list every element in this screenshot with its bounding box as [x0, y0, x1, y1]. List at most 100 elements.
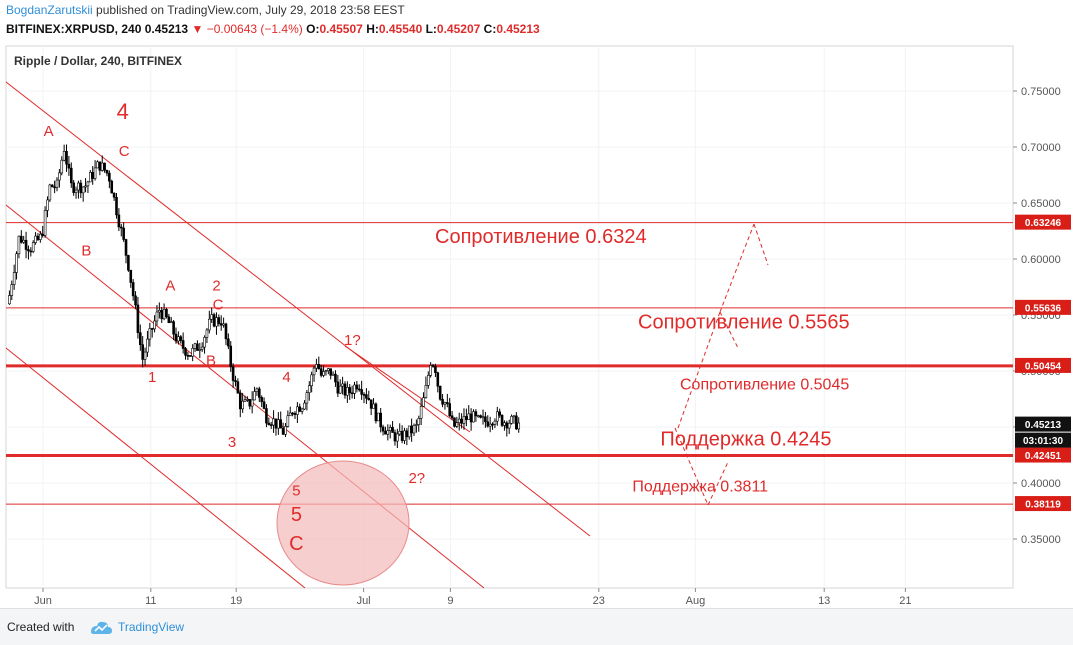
- candle-body: [481, 416, 485, 419]
- author-link[interactable]: BogdanZarutskii: [6, 3, 93, 17]
- tradingview-brand-link[interactable]: TradingView: [118, 620, 185, 634]
- candle-body: [450, 415, 454, 419]
- channel-line: [344, 345, 471, 433]
- candle-body: [336, 381, 340, 394]
- candle-body: [457, 418, 461, 424]
- x-tick-label: 21: [899, 595, 911, 607]
- candle-body: [324, 370, 328, 372]
- candle-body: [372, 403, 375, 409]
- last-price: 0.45213: [144, 22, 189, 36]
- candle-body: [300, 408, 304, 412]
- symbol-info: BITFINEX:XRPUSD, 240 0.45213 ▼ −0.00643 …: [6, 22, 540, 36]
- target-zone-ellipse: [276, 460, 410, 586]
- candle-body: [393, 432, 397, 442]
- candle-body: [465, 416, 468, 420]
- candle-body: [317, 364, 321, 370]
- candle-body: [248, 399, 252, 407]
- candle-body: [312, 367, 316, 376]
- open-value: 0.45507: [319, 22, 363, 36]
- candle-body: [203, 337, 206, 348]
- candle-body: [384, 430, 387, 435]
- candle-body: [357, 388, 361, 391]
- candle-body: [98, 161, 102, 171]
- candle-body: [46, 199, 49, 211]
- candle-body: [200, 346, 204, 350]
- candle-body: [243, 399, 247, 402]
- candle-body: [488, 423, 492, 427]
- candle-body: [438, 385, 442, 400]
- candle-body: [12, 272, 16, 285]
- candle-body: [355, 384, 359, 390]
- level-annotation: Сопротивление 0.5565: [638, 311, 850, 333]
- candle-body: [53, 186, 56, 189]
- candle-body: [41, 233, 45, 236]
- published-text: published on TradingView.com, July 29, 2…: [92, 3, 405, 17]
- high-value: 0.45540: [378, 22, 423, 36]
- candle-body: [272, 418, 275, 426]
- candle-body: [422, 397, 425, 407]
- candle-body: [160, 310, 164, 320]
- projection-line: [719, 223, 755, 313]
- candle-body: [162, 309, 166, 320]
- candle-body: [319, 368, 323, 376]
- candle-body: [77, 182, 80, 191]
- candle-body: [24, 239, 28, 250]
- candle-body: [119, 226, 123, 229]
- candle-body: [293, 413, 297, 415]
- projection-line: [707, 461, 729, 506]
- candle-body: [241, 400, 244, 410]
- candle-body: [426, 375, 430, 386]
- candle-body: [184, 348, 187, 356]
- down-arrow-icon: ▼: [191, 22, 204, 36]
- candle-body: [198, 349, 202, 351]
- candle-body: [498, 411, 501, 416]
- candle-body: [236, 381, 240, 394]
- price-chart[interactable]: Сопротивление 0.6324 Сопротивление 0.5565…: [0, 0, 1073, 608]
- candle-body: [303, 402, 306, 410]
- candle-body: [227, 338, 230, 347]
- wave-label: 2?: [408, 470, 425, 487]
- candle-body: [146, 338, 149, 353]
- candle-body: [67, 163, 71, 169]
- candle-body: [72, 182, 75, 193]
- candle-body: [327, 368, 330, 371]
- candle-body: [429, 365, 432, 376]
- candle-body: [343, 383, 347, 396]
- close-label: C:: [483, 22, 497, 36]
- candle-body: [167, 316, 171, 324]
- candle-body: [217, 317, 221, 324]
- candle-body: [229, 345, 233, 368]
- candle-body: [43, 210, 47, 236]
- x-tick-label: Jul: [357, 595, 371, 607]
- candle-body: [39, 233, 42, 240]
- candle-body: [27, 249, 30, 252]
- candle-body: [388, 427, 392, 431]
- candle-body: [141, 344, 144, 360]
- candle-body: [367, 397, 371, 401]
- candle-body: [269, 424, 273, 426]
- candle-body: [15, 253, 18, 273]
- candle-body: [36, 235, 40, 240]
- candle-body: [129, 269, 133, 283]
- candle-body: [181, 340, 185, 349]
- candle-body: [169, 321, 173, 324]
- candle-body: [381, 426, 385, 432]
- candle-body: [250, 399, 254, 407]
- candle-body: [29, 250, 33, 253]
- candle-body: [262, 401, 266, 409]
- countdown-badge: [1015, 432, 1071, 448]
- close-value: 0.45213: [496, 22, 540, 36]
- candle-body: [362, 394, 366, 396]
- candle-body: [424, 385, 428, 398]
- candle-body: [86, 181, 90, 187]
- wave-label: 4: [282, 369, 290, 386]
- chart-title: Ripple / Dollar, 240, BITFINEX: [14, 54, 182, 68]
- candle-body: [193, 343, 197, 349]
- candle-body: [350, 392, 354, 395]
- candle-body: [50, 184, 54, 188]
- candle-body: [79, 182, 83, 194]
- candle-body: [122, 227, 125, 240]
- candle-body: [365, 394, 368, 399]
- candle-body: [379, 412, 382, 428]
- wave-label: C: [119, 143, 130, 160]
